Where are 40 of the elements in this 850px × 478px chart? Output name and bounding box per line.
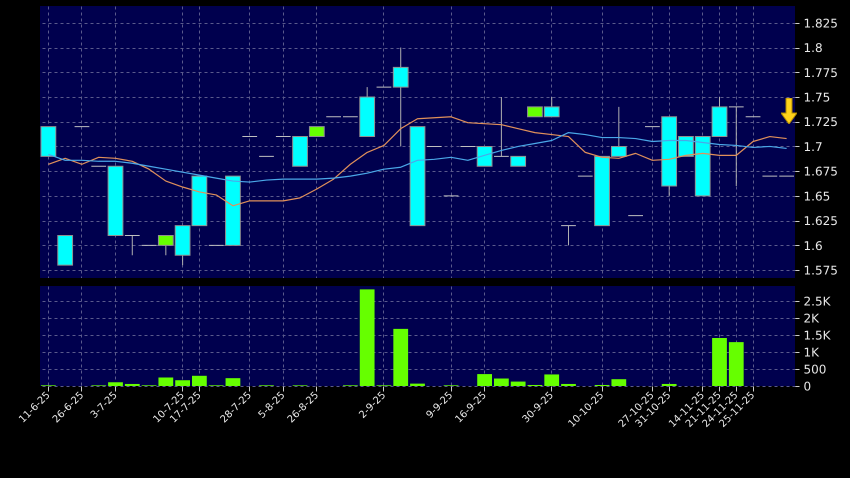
y-tick-label: 0 — [804, 380, 812, 394]
candlestick — [476, 146, 492, 167]
bar — [393, 328, 408, 386]
candlestick — [392, 47, 409, 147]
y-tick-label: 1.675 — [804, 164, 838, 179]
line-series — [48, 116, 788, 206]
bar — [226, 378, 240, 386]
bar — [728, 342, 744, 386]
candlestick — [728, 106, 744, 187]
y-tick-label: 1.775 — [804, 66, 838, 80]
candlestick — [124, 234, 140, 256]
bar — [360, 289, 375, 386]
y-tick-label: 1.5K — [804, 328, 832, 342]
y-tick-label: 1.6 — [804, 238, 823, 253]
bar — [611, 379, 626, 386]
y-tick-label: 1.625 — [804, 214, 838, 228]
y-tick-label: 1K — [804, 345, 820, 360]
bar — [494, 378, 509, 386]
y-tick-label: 500 — [804, 362, 826, 376]
y-tick-label: 1.8 — [804, 41, 823, 56]
candlestick — [510, 156, 526, 167]
y-tick-label: 1.725 — [804, 115, 838, 130]
bar — [108, 382, 123, 386]
bar — [175, 380, 190, 386]
bar — [544, 374, 560, 386]
bar — [158, 377, 174, 386]
y-tick-label: 1.65 — [804, 189, 830, 204]
candlestick — [494, 96, 510, 157]
y-tick-label: 1.575 — [804, 264, 838, 278]
line-series — [48, 132, 788, 183]
bar — [510, 382, 526, 386]
bar — [477, 374, 492, 386]
bar — [712, 338, 727, 386]
y-tick-label: 1.825 — [804, 16, 838, 30]
candlestick — [560, 225, 576, 246]
y-tick-label: 1.7 — [804, 140, 823, 154]
y-tick-label: 1.75 — [804, 90, 830, 104]
y-tick-label: 2K — [804, 311, 820, 326]
y-tick-label: 2.5K — [804, 294, 832, 308]
bar — [192, 376, 207, 386]
